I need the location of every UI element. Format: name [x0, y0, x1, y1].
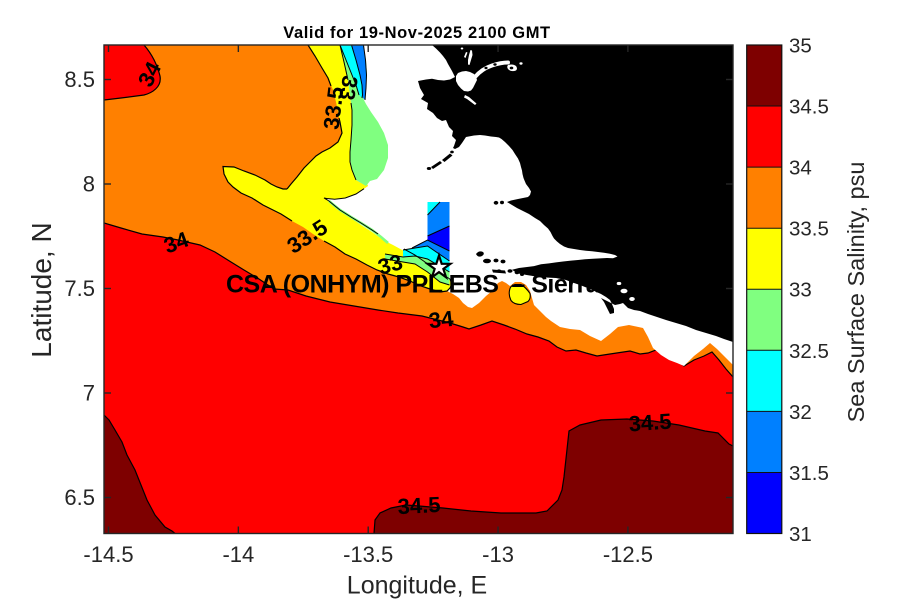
- svg-text:33.5: 33.5: [789, 218, 829, 241]
- svg-text:Sea Surface Salinity, psu: Sea Surface Salinity, psu: [843, 162, 869, 423]
- svg-text:-14.5: -14.5: [83, 542, 133, 567]
- svg-text:32: 32: [789, 401, 812, 424]
- svg-text:34.5: 34.5: [397, 492, 441, 519]
- svg-text:Latitude, N: Latitude, N: [26, 222, 57, 357]
- svg-text:-13: -13: [482, 542, 514, 567]
- svg-text:33.5: 33.5: [318, 85, 348, 131]
- svg-text:32.5: 32.5: [789, 340, 829, 363]
- svg-text:-12.5: -12.5: [603, 542, 653, 567]
- svg-text:-13.5: -13.5: [343, 542, 393, 567]
- svg-text:7.5: 7.5: [64, 276, 95, 301]
- svg-text:Valid for 19-Nov-2025 2100 GMT: Valid for 19-Nov-2025 2100 GMT: [283, 24, 550, 42]
- svg-text:33: 33: [789, 279, 812, 302]
- svg-text:34.5: 34.5: [789, 96, 829, 119]
- svg-text:7: 7: [83, 381, 95, 406]
- svg-text:34: 34: [789, 157, 812, 180]
- svg-text:33: 33: [334, 74, 363, 102]
- svg-text:35: 35: [789, 35, 812, 58]
- svg-text:31.5: 31.5: [789, 462, 829, 485]
- svg-text:8.5: 8.5: [64, 67, 95, 92]
- svg-text:8: 8: [83, 172, 95, 197]
- svg-text:-14: -14: [222, 542, 254, 567]
- svg-text:34.5: 34.5: [628, 409, 672, 437]
- svg-text:31: 31: [789, 523, 812, 546]
- svg-text:6.5: 6.5: [64, 485, 95, 510]
- svg-text:Longitude, E: Longitude, E: [347, 572, 487, 600]
- svg-text:34: 34: [428, 306, 456, 334]
